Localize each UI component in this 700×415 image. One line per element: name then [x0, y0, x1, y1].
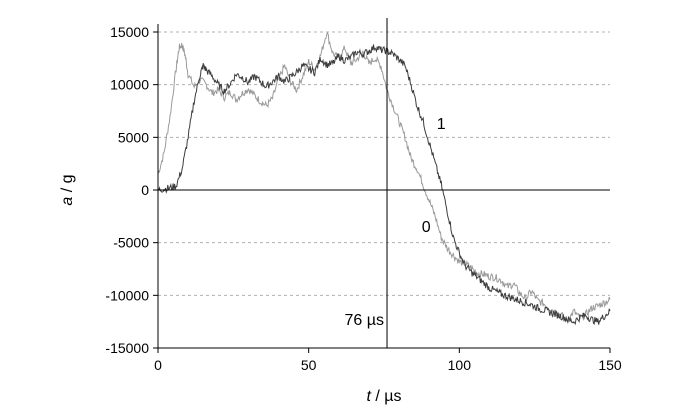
- axes: [153, 24, 611, 353]
- x-tick-label: 50: [301, 357, 317, 373]
- y-tick-label: 15000: [110, 24, 149, 40]
- y-tick-label: 0: [141, 182, 149, 198]
- y-tick-label: -5000: [113, 235, 149, 251]
- y-tick-label: 5000: [118, 129, 149, 145]
- y-tick-label: 10000: [110, 77, 149, 93]
- series-layer: [157, 31, 611, 326]
- series-line-0: [157, 31, 611, 325]
- x-tick-label: 0: [154, 357, 162, 373]
- x-tick-label: 150: [598, 357, 622, 373]
- marker-label: 76 µs: [345, 312, 384, 329]
- y-axis-label: a / g: [59, 174, 76, 205]
- series-label-1: 1: [437, 116, 446, 133]
- annotations: 76 µs 1 0: [345, 18, 446, 348]
- y-tick-label: -15000: [105, 340, 149, 356]
- series-line-1: [157, 44, 611, 326]
- x-tick-label: 100: [448, 357, 472, 373]
- series-label-0: 0: [422, 219, 431, 236]
- tick-labels: -15000 -10000 -5000 0 5000 10000 15000 0 50 100 15…: [105, 24, 621, 373]
- x-axis-label: t / µs: [366, 388, 401, 405]
- gridlines: [158, 31, 610, 296]
- y-tick-label: -10000: [105, 287, 149, 303]
